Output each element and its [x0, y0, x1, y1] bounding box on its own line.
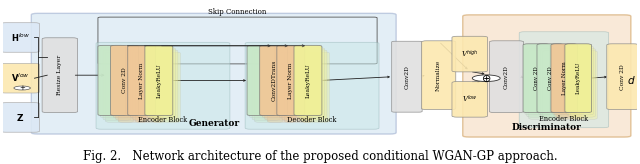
Circle shape — [472, 75, 500, 82]
Text: $\mathbf{Z}$: $\mathbf{Z}$ — [16, 112, 24, 123]
Text: Encoder Block: Encoder Block — [138, 116, 188, 124]
FancyBboxPatch shape — [255, 52, 283, 122]
FancyBboxPatch shape — [262, 48, 290, 118]
FancyBboxPatch shape — [133, 50, 161, 120]
FancyBboxPatch shape — [557, 51, 583, 119]
FancyBboxPatch shape — [106, 52, 134, 122]
FancyBboxPatch shape — [571, 51, 597, 119]
FancyBboxPatch shape — [152, 52, 180, 122]
FancyBboxPatch shape — [100, 48, 129, 118]
Circle shape — [14, 86, 30, 90]
FancyBboxPatch shape — [116, 50, 143, 120]
Text: Layer Norm: Layer Norm — [140, 62, 144, 99]
Text: $\mathbf{H}^{low}$: $\mathbf{H}^{low}$ — [11, 31, 30, 44]
FancyBboxPatch shape — [294, 45, 322, 116]
Text: Fig. 2.   Network architecture of the proposed conditional WGAN-GP approach.: Fig. 2. Network architecture of the prop… — [83, 150, 557, 163]
Text: Generator: Generator — [188, 119, 239, 128]
Text: V$^{high}$: V$^{high}$ — [461, 48, 479, 60]
FancyBboxPatch shape — [1, 103, 40, 132]
FancyBboxPatch shape — [463, 15, 631, 137]
Text: +: + — [19, 85, 25, 91]
Text: LeakyReLU: LeakyReLU — [156, 63, 161, 98]
FancyBboxPatch shape — [96, 42, 230, 129]
FancyBboxPatch shape — [260, 45, 287, 116]
FancyBboxPatch shape — [118, 52, 146, 122]
FancyBboxPatch shape — [392, 41, 422, 112]
FancyBboxPatch shape — [250, 48, 278, 118]
FancyBboxPatch shape — [268, 52, 295, 122]
FancyBboxPatch shape — [299, 50, 327, 120]
FancyBboxPatch shape — [103, 50, 131, 120]
FancyBboxPatch shape — [265, 50, 292, 120]
Text: Conv2D: Conv2D — [504, 65, 509, 89]
FancyBboxPatch shape — [147, 48, 175, 118]
FancyBboxPatch shape — [113, 48, 141, 118]
Text: Conv 2D: Conv 2D — [548, 66, 553, 90]
FancyBboxPatch shape — [555, 48, 581, 117]
FancyBboxPatch shape — [301, 52, 330, 122]
FancyBboxPatch shape — [490, 41, 524, 113]
FancyBboxPatch shape — [280, 48, 307, 118]
FancyBboxPatch shape — [1, 63, 40, 93]
FancyBboxPatch shape — [565, 44, 591, 113]
FancyBboxPatch shape — [525, 46, 552, 115]
FancyBboxPatch shape — [551, 44, 577, 113]
Text: Layer Norm: Layer Norm — [562, 61, 567, 95]
FancyBboxPatch shape — [131, 48, 158, 118]
FancyBboxPatch shape — [539, 46, 566, 115]
FancyBboxPatch shape — [452, 82, 488, 117]
FancyBboxPatch shape — [277, 45, 305, 116]
Text: Conv 2D: Conv 2D — [620, 64, 625, 90]
FancyBboxPatch shape — [452, 36, 488, 72]
FancyBboxPatch shape — [296, 48, 324, 118]
FancyBboxPatch shape — [519, 32, 609, 128]
FancyBboxPatch shape — [284, 52, 312, 122]
Text: Decoder Block: Decoder Block — [287, 116, 337, 124]
Text: $\mathbf{V}^{low}$: $\mathbf{V}^{low}$ — [11, 72, 29, 84]
Text: Resize Layer: Resize Layer — [58, 55, 62, 95]
Text: Conv2D: Conv2D — [404, 65, 410, 89]
Text: $d$: $d$ — [627, 74, 636, 86]
Text: Conv 2D: Conv 2D — [534, 66, 539, 90]
Text: Skip Connection: Skip Connection — [209, 8, 267, 16]
FancyBboxPatch shape — [541, 48, 568, 117]
Text: Encoder Block: Encoder Block — [540, 115, 589, 123]
Text: Discriminator: Discriminator — [512, 123, 582, 132]
FancyBboxPatch shape — [150, 50, 178, 120]
FancyBboxPatch shape — [527, 48, 554, 117]
FancyBboxPatch shape — [422, 41, 456, 110]
Text: Normalize: Normalize — [436, 60, 441, 91]
FancyBboxPatch shape — [567, 46, 593, 115]
FancyBboxPatch shape — [1, 23, 40, 52]
FancyBboxPatch shape — [145, 45, 173, 116]
Text: $\oplus$: $\oplus$ — [481, 73, 492, 84]
FancyBboxPatch shape — [98, 45, 126, 116]
FancyBboxPatch shape — [128, 45, 156, 116]
Text: LeakyReLU: LeakyReLU — [305, 63, 310, 98]
Text: Conv 2D: Conv 2D — [122, 68, 127, 93]
FancyBboxPatch shape — [31, 13, 396, 134]
FancyBboxPatch shape — [247, 45, 275, 116]
FancyBboxPatch shape — [537, 44, 564, 113]
Text: V$^{low}$: V$^{low}$ — [462, 94, 477, 105]
FancyBboxPatch shape — [136, 52, 163, 122]
Text: Conv2DTrans: Conv2DTrans — [271, 60, 276, 101]
FancyBboxPatch shape — [282, 50, 310, 120]
FancyBboxPatch shape — [569, 48, 595, 117]
FancyBboxPatch shape — [529, 51, 556, 119]
FancyBboxPatch shape — [245, 42, 379, 129]
FancyBboxPatch shape — [543, 51, 570, 119]
FancyBboxPatch shape — [42, 38, 77, 113]
Text: Layer Norm: Layer Norm — [288, 62, 293, 99]
Text: LeakyReLU: LeakyReLU — [576, 62, 580, 94]
FancyBboxPatch shape — [553, 46, 579, 115]
FancyBboxPatch shape — [523, 44, 550, 113]
FancyBboxPatch shape — [252, 50, 280, 120]
FancyBboxPatch shape — [111, 45, 138, 116]
FancyBboxPatch shape — [607, 44, 639, 110]
